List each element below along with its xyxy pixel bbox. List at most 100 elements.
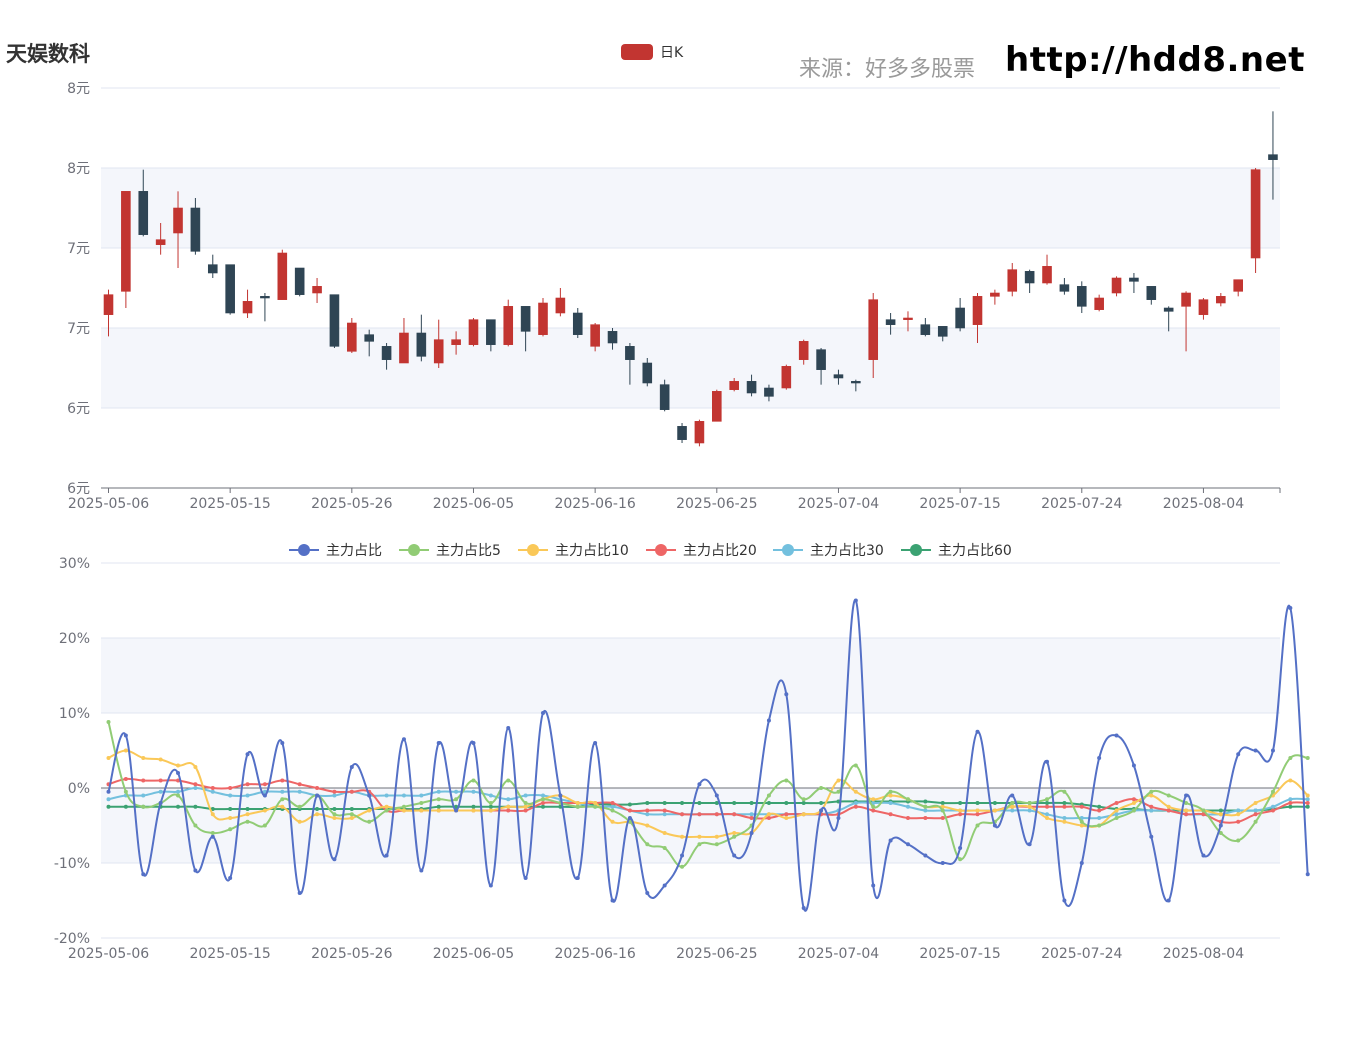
kline-x-tick-label: 2025-07-04 [798, 496, 879, 512]
ratio-point [228, 827, 233, 832]
ratio-point [349, 816, 354, 820]
ratio-point [297, 804, 302, 809]
ratio-point [297, 891, 302, 895]
ratio-point [454, 797, 459, 802]
ratio-point [1045, 816, 1050, 820]
ratio-point [697, 842, 702, 847]
kline-x-tick-label: 2025-06-16 [554, 496, 635, 512]
candle-body [920, 324, 931, 335]
ratio-x-tick-label: 2025-05-15 [189, 946, 270, 962]
ratio-point [923, 804, 928, 809]
kline-x-tick-label: 2025-07-24 [1041, 496, 1122, 512]
ratio-point [662, 812, 667, 817]
kline-band [101, 328, 1280, 408]
ratio-point [714, 812, 719, 817]
ratio-x-tick-label: 2025-06-05 [433, 946, 514, 962]
ratio-point [1218, 823, 1223, 828]
ratio-point [766, 816, 771, 820]
ratio-point [297, 789, 302, 794]
candle-body [1163, 307, 1174, 312]
ratio-point [193, 823, 198, 828]
ratio-point [819, 808, 824, 813]
ratio-point [349, 789, 354, 794]
ratio-point [1062, 816, 1067, 820]
ratio-legend-label: 主力占比60 [938, 543, 1012, 559]
ratio-point [541, 711, 545, 715]
ratio-legend-marker [655, 544, 667, 556]
ratio-point [645, 801, 650, 805]
candle [642, 358, 653, 387]
ratio-x-tick-label: 2025-06-25 [676, 946, 757, 962]
ratio-x-tick-label: 2025-07-15 [919, 946, 1000, 962]
candle [590, 323, 600, 352]
ratio-point [436, 808, 441, 813]
ratio-point [401, 737, 406, 742]
candle [937, 326, 948, 342]
ratio-point [1045, 797, 1050, 802]
ratio-point [905, 816, 910, 820]
candle [781, 364, 792, 390]
ratio-point [280, 804, 285, 809]
ratio-point [575, 804, 580, 809]
ratio-point [610, 819, 615, 824]
ratio-point [697, 801, 702, 805]
ratio-point [958, 812, 963, 817]
candle-body [990, 292, 1000, 297]
ratio-x-tick-label: 2025-06-16 [554, 946, 635, 962]
ratio-point [401, 804, 406, 809]
ratio-point [1218, 812, 1223, 817]
ratio-point [332, 793, 337, 798]
ratio-point [1010, 808, 1015, 813]
ratio-point [106, 797, 111, 802]
candle-body [399, 332, 409, 364]
ratio-point [471, 789, 476, 794]
ratio-point [784, 692, 789, 697]
ratio-band [101, 638, 1280, 713]
ratio-point [401, 793, 406, 798]
ratio-point [749, 831, 754, 835]
candle-body [659, 384, 670, 410]
ratio-point [1079, 804, 1084, 809]
ratio-legend-item: 主力占比10 [518, 543, 629, 559]
ratio-point [1010, 793, 1015, 798]
ratio-point [575, 876, 580, 880]
candle [1111, 276, 1122, 297]
candle [1250, 168, 1261, 273]
ratio-point [871, 797, 876, 802]
ratio-legend-marker [527, 544, 539, 556]
ratio-point [1027, 801, 1032, 805]
ratio-point [836, 789, 841, 794]
candle-body [781, 366, 792, 389]
candle-body [155, 239, 166, 245]
ratio-point [280, 778, 285, 783]
ratio-point [123, 777, 128, 781]
ratio-point [106, 804, 111, 809]
ratio-point [1166, 793, 1171, 798]
ratio-point [627, 816, 632, 820]
ratio-point [610, 801, 615, 805]
ratio-point [1114, 801, 1119, 805]
ratio-point [262, 823, 267, 828]
ratio-point [1288, 801, 1293, 805]
candle-body [625, 346, 635, 360]
ratio-series-line [107, 721, 1308, 868]
ratio-point [1236, 838, 1241, 843]
ratio-point [488, 793, 493, 798]
candle-body [1111, 277, 1122, 294]
kline-y-tick-label: 6元 [67, 481, 90, 497]
ratio-point [193, 804, 198, 809]
ratio-point [1288, 606, 1293, 610]
ratio-point [1184, 812, 1189, 817]
ratio-x-tick-label: 2025-07-24 [1041, 946, 1122, 962]
ratio-point [332, 812, 337, 817]
source-url[interactable]: http://hdd8.net [1005, 40, 1305, 80]
ratio-point [210, 807, 215, 811]
ratio-point [836, 816, 841, 820]
candle-body [138, 191, 149, 235]
ratio-point [1201, 812, 1206, 817]
kline-x-tick-label: 2025-05-15 [189, 496, 270, 512]
ratio-point [262, 782, 267, 787]
ratio-line-chart: 30% 20% 10% 0% -10% -20%2025-05-06 2025-05-15 2… [54, 543, 1310, 962]
ratio-point [210, 789, 215, 794]
candle-body [764, 387, 774, 397]
